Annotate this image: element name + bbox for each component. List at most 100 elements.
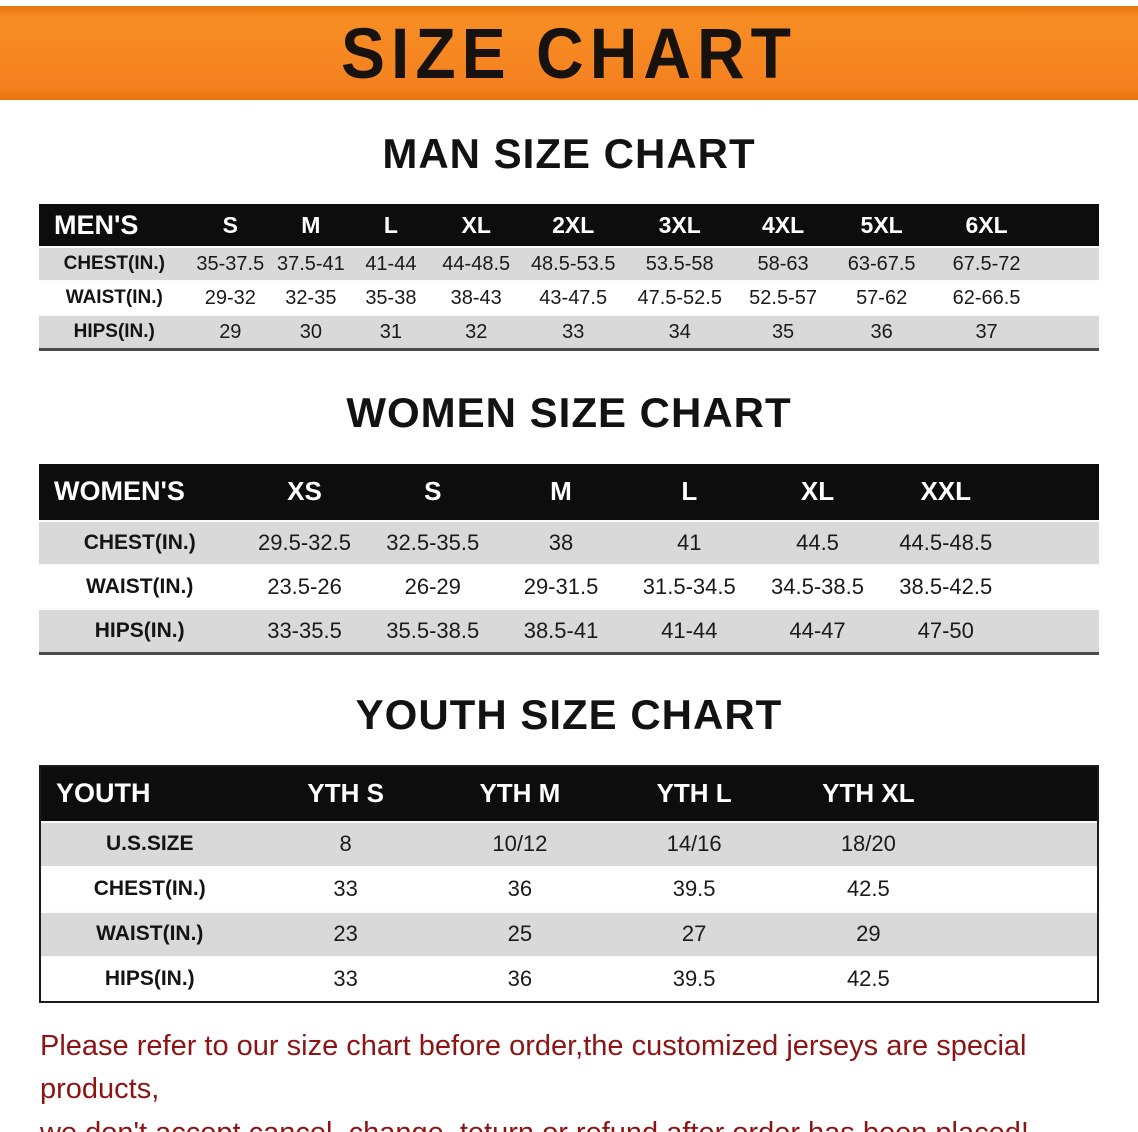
row-label-cell: CHEST(IN.) — [39, 519, 241, 564]
table-row: WAIST(IN.) 23.5-26 26-29 29-31.5 31.5-34.5 34… — [39, 563, 1099, 608]
youth-section-heading: YOUTH SIZE CHART — [355, 690, 783, 738]
row-label-cell: HIPS(IN.) — [39, 607, 241, 652]
filler-cell — [955, 865, 1097, 911]
size-value-cell: 47.5-52.5 — [625, 280, 735, 315]
size-value-cell: 44-47 — [753, 607, 882, 652]
size-value-cell: 41-44 — [625, 607, 754, 652]
size-value-cell: 29.5-32.5 — [240, 519, 369, 564]
filler-cell — [955, 910, 1097, 956]
size-value-cell: 57-62 — [831, 280, 932, 315]
size-value-cell: 44.5 — [753, 519, 882, 564]
youth-size-table: YOUTH YTH S YTH M YTH L YTH XL U.S.SIZE 8 10/1… — [39, 764, 1099, 1003]
size-value-cell: 58-63 — [734, 246, 832, 281]
size-value-cell: 48.5-53.5 — [521, 246, 626, 281]
row-label-cell: CHEST(IN.) — [39, 246, 190, 281]
men-table-head: MEN'S S M L XL 2XL 3XL 4XL 5XL 6XL — [39, 204, 1099, 247]
size-header-cell: 6XL — [931, 204, 1042, 247]
size-header-cell: S — [189, 204, 272, 247]
size-value-cell: 29-31.5 — [496, 563, 626, 608]
footer-note: Please refer to our size chart before or… — [40, 1025, 1100, 1132]
size-header-cell: XL — [431, 204, 522, 247]
size-value-cell: 38.5-41 — [496, 607, 626, 652]
size-value-cell: 62-66.5 — [931, 280, 1042, 315]
table-row: HIPS(IN.) 29 30 31 32 33 34 35 36 37 — [39, 314, 1099, 349]
filler-cell — [1041, 280, 1099, 315]
size-value-cell: 10/12 — [432, 820, 607, 866]
size-value-cell: 42.5 — [781, 865, 956, 911]
size-value-cell: 29-32 — [189, 280, 272, 315]
size-value-cell: 37 — [931, 314, 1042, 349]
size-value-cell: 44-48.5 — [431, 246, 522, 281]
size-value-cell: 32 — [431, 314, 522, 349]
table-title-cell: WOMEN'S — [39, 463, 241, 520]
table-row: HIPS(IN.) 33 36 39.5 42.5 — [41, 955, 1097, 1001]
row-label-cell: CHEST(IN.) — [41, 865, 259, 911]
size-value-cell: 35-37.5 — [189, 246, 272, 281]
women-size-table: WOMEN'S XS S M L XL XXL CHEST(IN.) 29.5-32.5 32.… — [39, 463, 1099, 655]
size-value-cell: 37.5-41 — [271, 246, 351, 281]
table-row: U.S.SIZE 8 10/12 14/16 18/20 — [41, 820, 1097, 866]
size-value-cell: 32.5-35.5 — [368, 519, 497, 564]
size-value-cell: 23 — [258, 910, 433, 956]
row-label-cell: WAIST(IN.) — [39, 563, 241, 608]
size-header-cell: S — [368, 463, 497, 520]
filler-cell — [1041, 204, 1099, 247]
row-label-cell: HIPS(IN.) — [39, 314, 190, 349]
table-row: WAIST(IN.) 29-32 32-35 35-38 38-43 43-47.5 47.… — [39, 280, 1099, 315]
size-value-cell: 44.5-48.5 — [881, 519, 1010, 564]
filler-cell — [1041, 314, 1099, 349]
table-row: CHEST(IN.) 29.5-32.5 32.5-35.5 38 41 44.5 44.5… — [39, 519, 1099, 564]
size-value-cell: 41-44 — [350, 246, 432, 281]
size-header-cell: YTH M — [432, 766, 607, 821]
size-chart-banner: SIZE CHART — [0, 6, 1138, 100]
women-table-body: CHEST(IN.) 29.5-32.5 32.5-35.5 38 41 44.5 44.5… — [39, 519, 1099, 652]
table-header-row: WOMEN'S XS S M L XL XXL — [39, 463, 1099, 520]
size-header-cell: XXL — [881, 463, 1010, 520]
size-value-cell: 38.5-42.5 — [881, 563, 1010, 608]
women-table-head: WOMEN'S XS S M L XL XXL — [39, 463, 1099, 520]
size-value-cell: 38-43 — [431, 280, 522, 315]
size-value-cell: 29 — [189, 314, 272, 349]
size-value-cell: 35-38 — [350, 280, 432, 315]
size-value-cell: 67.5-72 — [931, 246, 1042, 281]
row-label-cell: U.S.SIZE — [41, 820, 259, 866]
filler-cell — [955, 766, 1097, 821]
men-section-heading: MAN SIZE CHART — [382, 130, 756, 177]
size-value-cell: 31 — [350, 314, 432, 349]
size-header-cell: M — [496, 463, 626, 520]
size-header-cell: 2XL — [521, 204, 626, 247]
size-value-cell: 52.5-57 — [734, 280, 832, 315]
women-section-heading: WOMEN SIZE CHART — [346, 389, 792, 437]
table-header-row: MEN'S S M L XL 2XL 3XL 4XL 5XL 6XL — [39, 204, 1099, 247]
men-table-body: CHEST(IN.) 35-37.5 37.5-41 41-44 44-48.5 48.5… — [39, 246, 1099, 349]
size-value-cell: 47-50 — [881, 607, 1010, 652]
size-header-cell: M — [271, 204, 351, 247]
filler-cell — [1009, 463, 1099, 520]
filler-cell — [1009, 607, 1099, 652]
size-value-cell: 33 — [258, 865, 433, 911]
size-value-cell: 31.5-34.5 — [625, 563, 754, 608]
size-header-cell: L — [625, 463, 754, 520]
size-value-cell: 43-47.5 — [521, 280, 626, 315]
size-value-cell: 36 — [432, 955, 607, 1001]
table-title-cell: MEN'S — [39, 204, 190, 247]
size-value-cell: 34 — [625, 314, 735, 349]
size-value-cell: 53.5-58 — [625, 246, 735, 281]
size-value-cell: 35.5-38.5 — [368, 607, 497, 652]
size-value-cell: 14/16 — [607, 820, 782, 866]
size-header-cell: XS — [240, 463, 369, 520]
size-value-cell: 39.5 — [607, 865, 782, 911]
men-size-table: MEN'S S M L XL 2XL 3XL 4XL 5XL 6XL CHEST(IN.) 35-3… — [39, 204, 1099, 352]
footer-note-line-2: we don't accept cancel, change, teturn o… — [40, 1112, 1100, 1132]
filler-cell — [1009, 519, 1099, 564]
size-value-cell: 39.5 — [607, 955, 782, 1001]
banner-title: SIZE CHART — [341, 13, 797, 93]
size-header-cell: L — [350, 204, 432, 247]
size-value-cell: 35 — [734, 314, 832, 349]
youth-table-body: U.S.SIZE 8 10/12 14/16 18/20 CHEST(IN.) 33 36 39… — [41, 820, 1097, 1001]
size-header-cell: YTH S — [258, 766, 433, 821]
size-value-cell: 29 — [781, 910, 956, 956]
size-header-cell: 5XL — [831, 204, 932, 247]
size-value-cell: 41 — [625, 519, 754, 564]
filler-cell — [1041, 246, 1099, 281]
